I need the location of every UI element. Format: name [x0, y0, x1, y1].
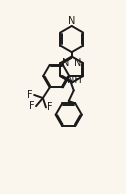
Text: N: N	[68, 16, 75, 26]
Text: F: F	[29, 101, 35, 111]
Text: N: N	[74, 58, 81, 68]
Text: F: F	[27, 90, 33, 100]
Text: N: N	[62, 58, 69, 68]
Text: NH: NH	[68, 75, 82, 86]
Text: F: F	[47, 102, 53, 112]
